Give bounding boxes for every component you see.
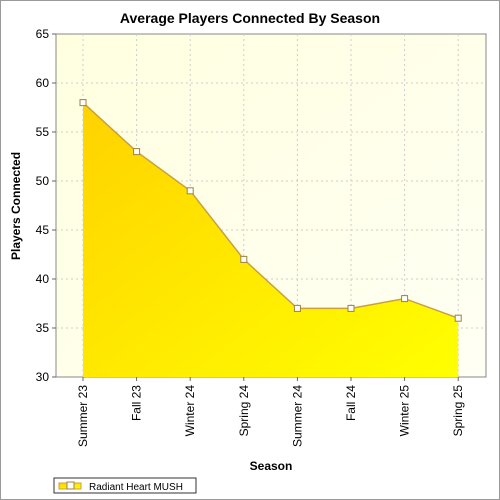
x-tick-label: Spring 24: [237, 385, 251, 437]
x-axis: Summer 23 Fall 23 Winter 24 Spring 24 Summer…: [76, 377, 465, 447]
data-point: [454, 314, 462, 322]
data-point: [401, 295, 409, 303]
data-point: [186, 187, 194, 195]
y-tick-label: 40: [36, 272, 50, 286]
legend-label: Radiant Heart MUSH: [89, 482, 183, 493]
x-axis-title: Season: [250, 459, 293, 473]
x-tick-label: Winter 24: [183, 385, 197, 437]
x-tick-label: Fall 24: [344, 385, 358, 421]
y-tick-label: 50: [36, 174, 50, 188]
data-point: [347, 304, 355, 312]
series-area: [82, 102, 459, 377]
data-point: [293, 304, 301, 312]
x-tick-label: Summer 23: [76, 385, 90, 447]
y-tick-label: 65: [36, 27, 50, 41]
legend-box: [53, 477, 197, 494]
data-point: [240, 255, 248, 263]
legend: Radiant Heart MUSH: [53, 477, 197, 494]
y-axis-title: Players Connected: [9, 152, 23, 260]
y-axis: 30 35 40 45 50 55 60 65: [36, 27, 56, 384]
series-line: [82, 102, 459, 319]
y-tick-label: 30: [36, 370, 50, 384]
chart-title: Average Players Connected By Season: [120, 10, 380, 26]
y-tick-label: 55: [36, 125, 50, 139]
x-tick-label: Spring 25: [451, 385, 465, 437]
x-tick-label: Fall 23: [130, 385, 144, 421]
legend-marker: [66, 481, 75, 490]
x-tick-label: Winter 25: [398, 385, 412, 437]
x-tick-label: Summer 24: [290, 385, 304, 447]
data-point: [79, 99, 87, 107]
y-tick-label: 45: [36, 223, 50, 237]
data-point: [133, 148, 141, 156]
y-tick-label: 35: [36, 321, 50, 335]
y-tick-label: 60: [36, 76, 50, 90]
series-markers: [79, 99, 462, 322]
series-area-fill: [83, 102, 459, 377]
